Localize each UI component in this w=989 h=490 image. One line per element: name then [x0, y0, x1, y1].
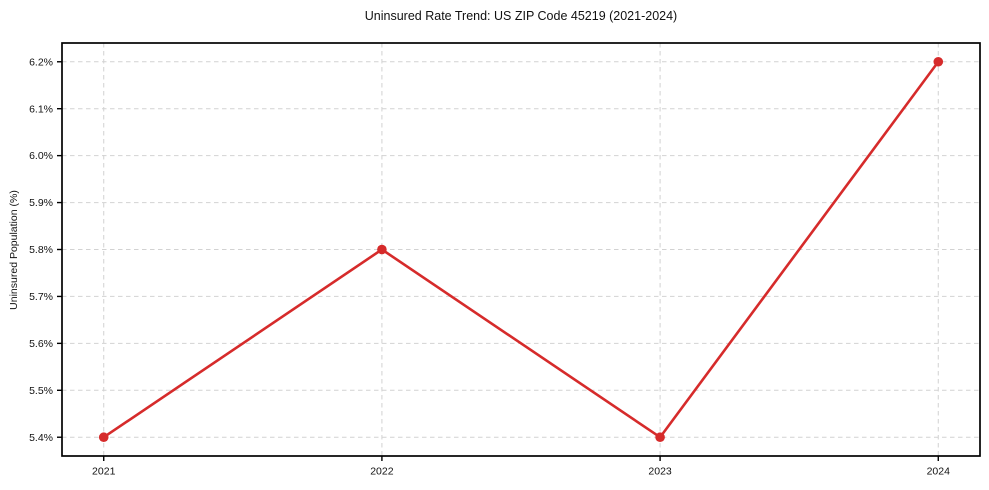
y-tick-label: 5.8% — [29, 244, 53, 256]
data-point-marker — [933, 56, 944, 67]
y-tick-label: 6.2% — [29, 56, 53, 68]
y-tick-label: 5.9% — [29, 197, 53, 209]
y-tick-label: 6.0% — [29, 150, 53, 162]
data-point-marker — [655, 432, 665, 443]
y-axis-label: Uninsured Population (%) — [8, 190, 20, 310]
chart-title: Uninsured Rate Trend: US ZIP Code 45219 … — [364, 9, 678, 23]
x-tick-label: 2021 — [92, 466, 116, 478]
x-tick-label: 2024 — [927, 466, 951, 478]
data-point-marker — [98, 432, 109, 443]
x-tick-label: 2023 — [648, 466, 672, 478]
y-tick-label: 5.7% — [29, 291, 53, 303]
y-tick-label: 5.5% — [29, 385, 53, 397]
y-tick-label: 6.1% — [29, 103, 53, 115]
y-tick-label: 5.6% — [29, 338, 53, 350]
series-line — [102, 60, 940, 439]
x-tick-label: 2022 — [370, 466, 394, 478]
data-point-marker — [377, 244, 387, 255]
y-tick-label: 5.4% — [29, 432, 53, 444]
